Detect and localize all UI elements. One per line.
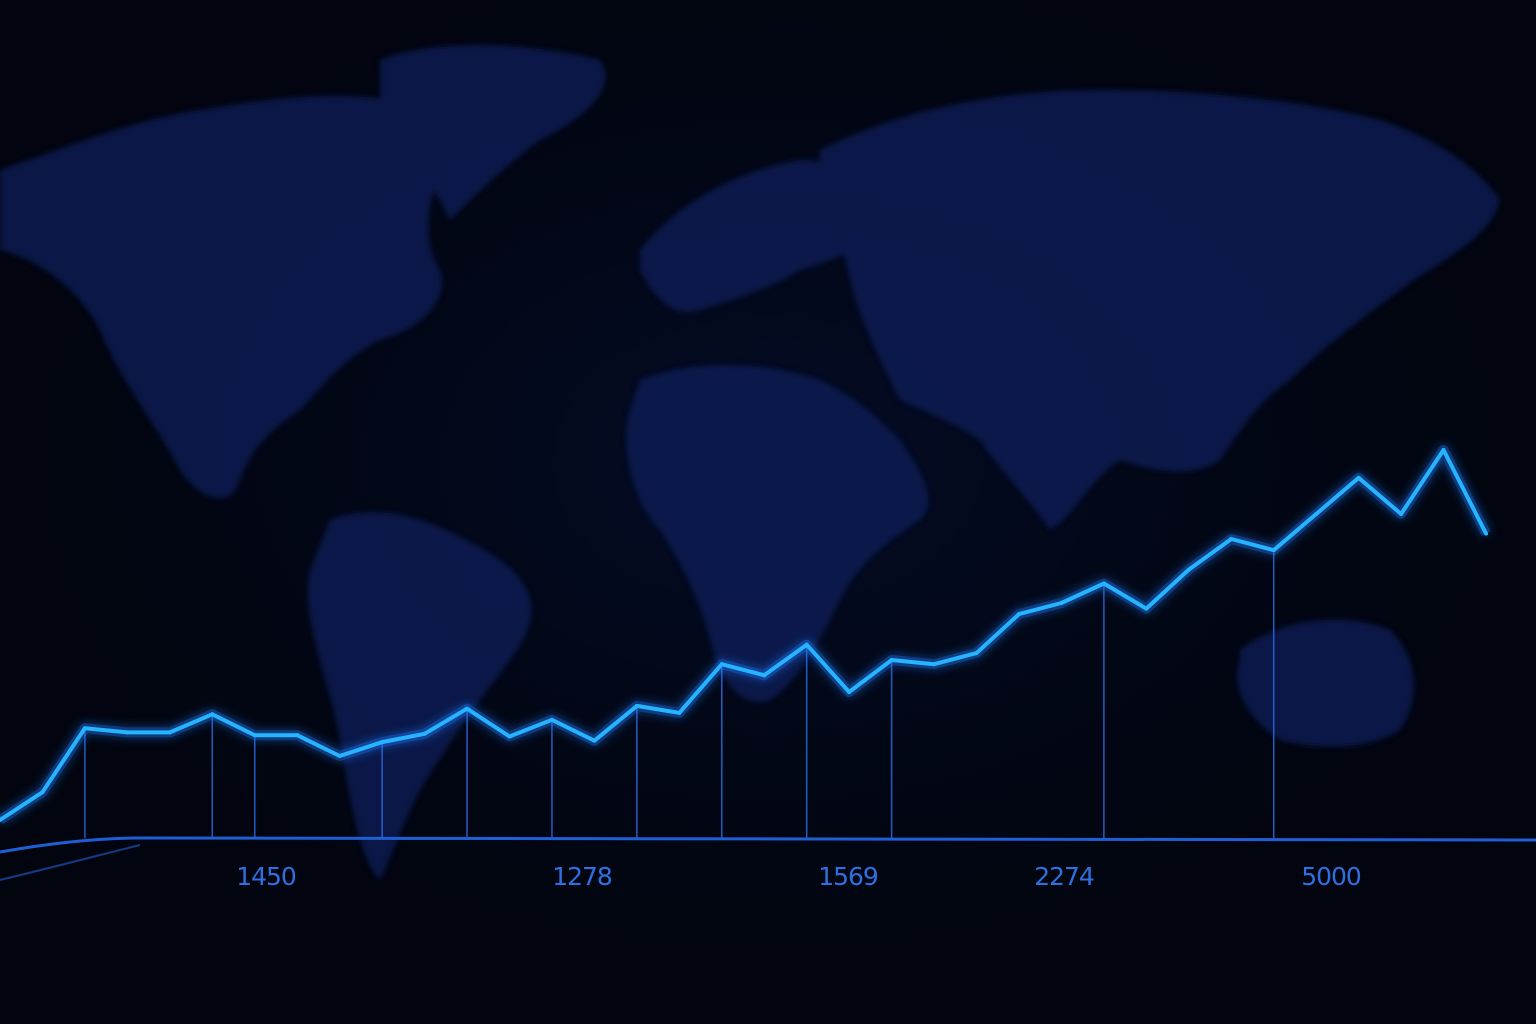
- x-tick-label: 1450: [236, 862, 296, 891]
- data-point: [252, 733, 257, 738]
- data-point: [932, 662, 937, 667]
- map-greenland: [380, 45, 606, 220]
- data-point: [1484, 531, 1488, 536]
- data-point: [1229, 537, 1234, 542]
- data-point: [1144, 606, 1149, 611]
- data-point: [1186, 567, 1191, 572]
- drop-lines: [84, 550, 1275, 838]
- data-point: [1356, 475, 1361, 480]
- data-point: [210, 712, 215, 717]
- data-point: [422, 731, 427, 736]
- data-point: [677, 710, 682, 715]
- data-point: [167, 730, 172, 735]
- data-point: [1314, 511, 1319, 516]
- data-point: [82, 726, 87, 731]
- world-map-background: [0, 45, 1500, 880]
- series-line-path: [0, 448, 1488, 822]
- data-point: [465, 706, 470, 711]
- data-point: [1271, 548, 1276, 553]
- data-point: [804, 642, 809, 647]
- data-point: [1016, 612, 1021, 617]
- data-point: [592, 738, 597, 743]
- data-point: [847, 690, 852, 695]
- data-point: [762, 673, 767, 678]
- data-point: [125, 730, 130, 735]
- data-point: [337, 754, 342, 759]
- data-point: [1101, 581, 1106, 586]
- x-tick-label: 5000: [1301, 862, 1361, 891]
- data-point: [1399, 511, 1404, 516]
- data-point: [974, 651, 979, 656]
- data-point: [889, 658, 894, 663]
- data-point: [380, 740, 385, 745]
- map-south-america: [307, 512, 532, 880]
- map-africa: [626, 365, 929, 702]
- data-point: [40, 790, 45, 795]
- x-axis-underline: [0, 844, 141, 881]
- x-tick-label: 2274: [1034, 862, 1094, 891]
- data-point: [719, 662, 724, 667]
- data-point: [0, 818, 2, 822]
- data-point: [1441, 448, 1446, 452]
- x-axis-baseline: [0, 836, 1536, 881]
- map-australia: [1237, 619, 1414, 747]
- data-point: [549, 717, 554, 722]
- map-asia: [820, 90, 1500, 530]
- x-axis-line: [0, 836, 1536, 854]
- data-point: [1059, 601, 1064, 606]
- data-point: [634, 703, 639, 708]
- series-line: [0, 445, 1491, 825]
- data-point: [295, 733, 300, 738]
- x-tick-label: 1569: [818, 862, 878, 891]
- x-tick-label: 1278: [552, 862, 612, 891]
- map-north-america: [0, 95, 443, 499]
- data-point: [507, 734, 512, 739]
- x-tick-labels: 1450 1278 1569 2274 5000: [236, 862, 1362, 891]
